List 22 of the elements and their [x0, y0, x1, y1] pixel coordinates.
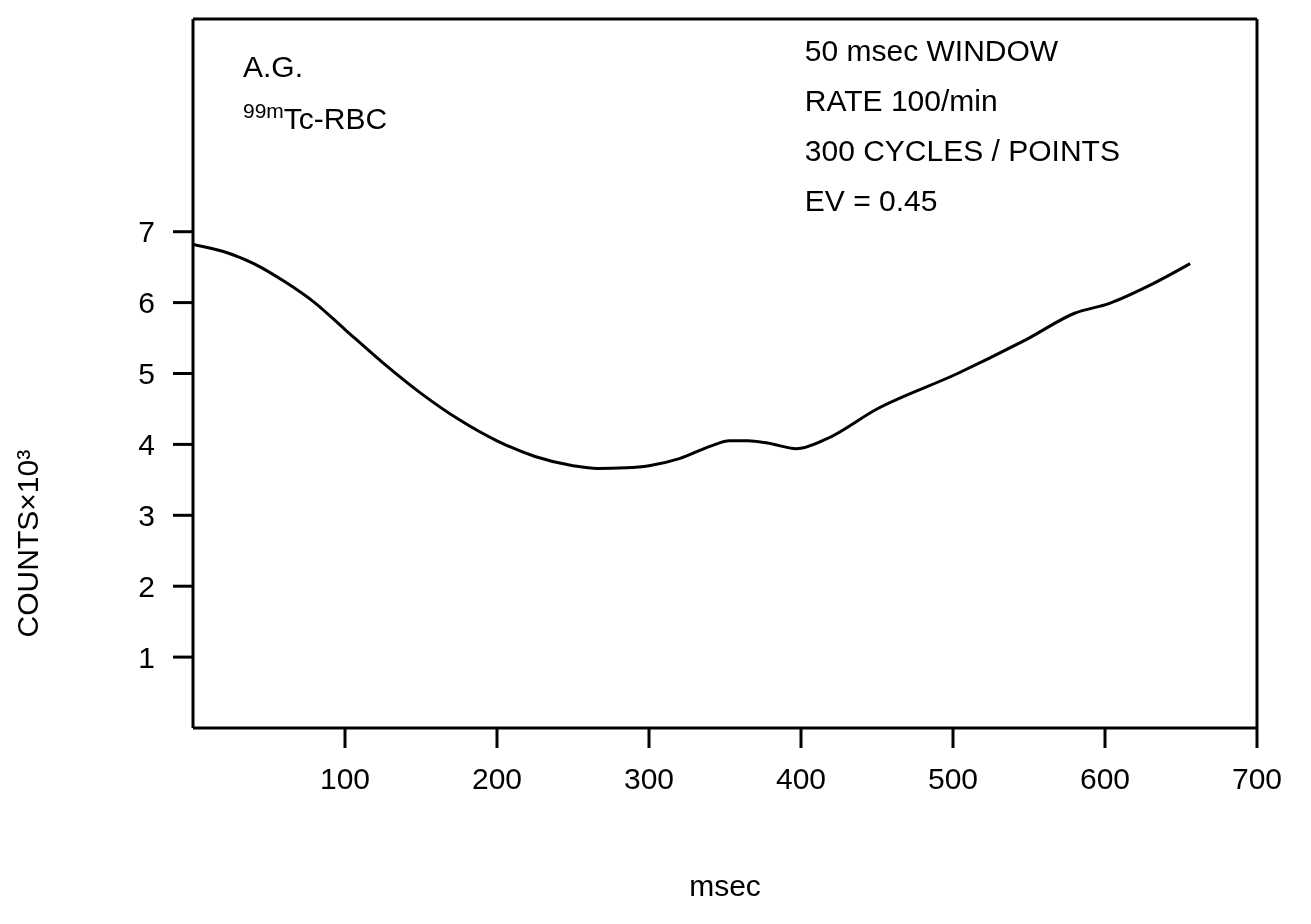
annotation: $^{99m}$Tc-RBC: [243, 98, 388, 135]
x-tick-label: 600: [1079, 762, 1131, 796]
y-tick-label: 7: [138, 215, 155, 249]
x-axis-title: msec: [689, 869, 761, 902]
y-axis-title: COUNTS×10³: [11, 449, 44, 638]
x-tick-label: 300: [623, 762, 675, 796]
annotation: EV = 0.45: [804, 184, 938, 217]
y-tick-label: 4: [138, 428, 155, 462]
annotation: 50 msec WINDOW: [804, 34, 1059, 67]
y-tick-label: 5: [138, 357, 155, 391]
y-tick-label: 2: [138, 569, 155, 603]
y-tick-label: 3: [138, 498, 155, 532]
annotation: RATE 100/min: [804, 84, 998, 117]
x-tick-label: 400: [775, 762, 827, 796]
y-tick-label: 6: [138, 286, 155, 320]
x-tick-label: 500: [927, 762, 979, 796]
x-tick-label: 200: [471, 762, 523, 796]
annotation: 300 CYCLES / POINTS: [804, 134, 1120, 167]
annotation: A.G.: [243, 50, 304, 83]
x-tick-label: 700: [1231, 762, 1283, 796]
x-tick-label: 100: [319, 762, 371, 796]
y-tick-label: 1: [138, 640, 155, 674]
